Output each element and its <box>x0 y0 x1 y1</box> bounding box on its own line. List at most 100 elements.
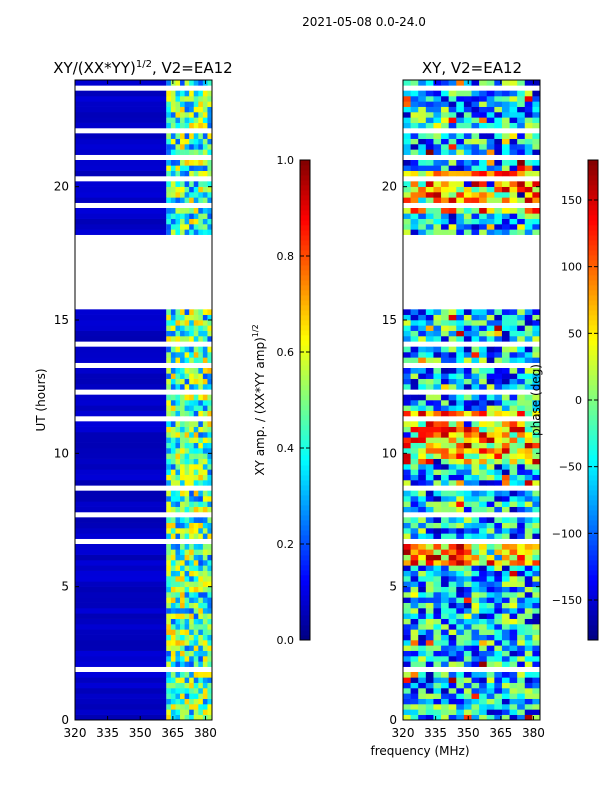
phase-cell <box>471 624 480 630</box>
amplitude-cell <box>207 208 213 214</box>
amplitude-cell <box>75 581 167 587</box>
phase-cell <box>403 586 411 593</box>
phase-cell <box>425 688 434 694</box>
phase-cell <box>486 442 495 449</box>
phase-cell <box>494 410 503 417</box>
phase-cell <box>448 672 457 678</box>
phase-cell <box>441 565 449 571</box>
amplitude-cell <box>198 357 204 363</box>
phase-cell <box>456 608 465 614</box>
phase-cell <box>517 677 526 683</box>
amplitude-cell <box>189 448 195 454</box>
phase-cell <box>403 661 411 667</box>
phase-cell <box>501 629 510 635</box>
amplitude-cell <box>207 613 213 619</box>
phase-cell <box>403 314 411 321</box>
phase-cell <box>479 698 488 705</box>
phase-cell <box>456 634 465 641</box>
amplitude-cell <box>170 325 176 331</box>
amplitude-cell <box>198 506 204 513</box>
amplitude-cell <box>198 592 204 598</box>
amplitude-cell <box>75 218 167 225</box>
amplitude-axes-frame <box>74 79 213 721</box>
amplitude-cell <box>75 650 167 657</box>
phase-cell <box>403 533 411 539</box>
amplitude-cell <box>75 693 167 699</box>
phase-cell <box>471 432 480 438</box>
amplitude-cell <box>198 576 204 582</box>
amplitude-cell <box>180 192 185 198</box>
phase-cell <box>410 549 419 555</box>
phase-cell <box>433 133 442 139</box>
phase-cell <box>532 421 541 427</box>
phase-cell <box>524 437 533 443</box>
colorbar-segment <box>588 370 598 376</box>
phase-cell <box>532 528 541 534</box>
amplitude-cell <box>193 378 199 385</box>
phase-cell <box>403 181 411 187</box>
amplitude-cell <box>189 714 195 721</box>
phase-cell <box>418 501 427 507</box>
phase-cell <box>517 458 526 465</box>
phase-cell <box>433 528 442 534</box>
phase-cell <box>425 522 434 529</box>
amplitude-cell <box>180 186 185 193</box>
amplitude-cell <box>184 213 190 219</box>
phase-cell <box>479 421 488 427</box>
phase-cell <box>463 453 472 459</box>
phase-cell <box>501 165 510 171</box>
phase-cell <box>517 90 526 97</box>
phase-cell <box>456 320 465 326</box>
phase-cell <box>425 501 434 507</box>
amplitude-cell <box>184 634 190 641</box>
phase-cell <box>501 698 510 705</box>
phase-cell <box>410 432 419 438</box>
amplitude-cell <box>175 138 181 145</box>
phase-cell <box>425 160 434 166</box>
amplitude-cell <box>180 480 185 486</box>
phase-cell <box>448 613 457 619</box>
phase-cell <box>418 458 427 465</box>
phase-cell <box>418 144 427 150</box>
colorbar-segment <box>300 465 310 471</box>
phase-cell <box>532 501 541 507</box>
phase-cell <box>494 138 503 145</box>
colorbar-segment <box>588 175 598 181</box>
y-tick-label: 10 <box>54 446 69 460</box>
phase-cell <box>509 640 518 646</box>
colorbar-segment <box>588 215 598 221</box>
phase-cell <box>501 544 510 550</box>
phase-cell <box>433 698 442 705</box>
colorbar-segment <box>300 195 310 201</box>
phase-cell <box>433 613 442 619</box>
phase-cell <box>509 149 518 155</box>
amplitude-cell <box>193 624 199 630</box>
phase-cell <box>463 554 472 561</box>
phase-cell <box>479 90 488 97</box>
amplitude-cell <box>202 208 208 214</box>
amplitude-cell <box>175 378 181 385</box>
amplitude-cell <box>184 645 190 651</box>
phase-cell <box>433 101 442 107</box>
colorbar-segment <box>588 340 598 346</box>
phase-cell <box>463 490 472 497</box>
phase-cell <box>463 677 472 683</box>
amplitude-cell <box>202 432 208 438</box>
phase-cell <box>448 496 457 502</box>
phase-cell <box>433 117 442 123</box>
phase-cell <box>517 378 526 385</box>
colorbar-segment <box>300 595 310 601</box>
phase-cell <box>433 218 442 225</box>
phase-cell <box>456 560 465 566</box>
phase-cell <box>479 437 488 443</box>
colorbar-segment <box>588 315 598 321</box>
amplitude-cell <box>175 528 181 534</box>
amplitude-cell <box>189 480 195 486</box>
phase-cell <box>517 325 526 331</box>
phase-cell <box>448 608 457 614</box>
phase-cell <box>486 208 495 214</box>
amplitude-cell <box>184 709 190 715</box>
phase-cell <box>403 229 411 235</box>
phase-cell <box>403 634 411 641</box>
phase-cell <box>509 698 518 705</box>
